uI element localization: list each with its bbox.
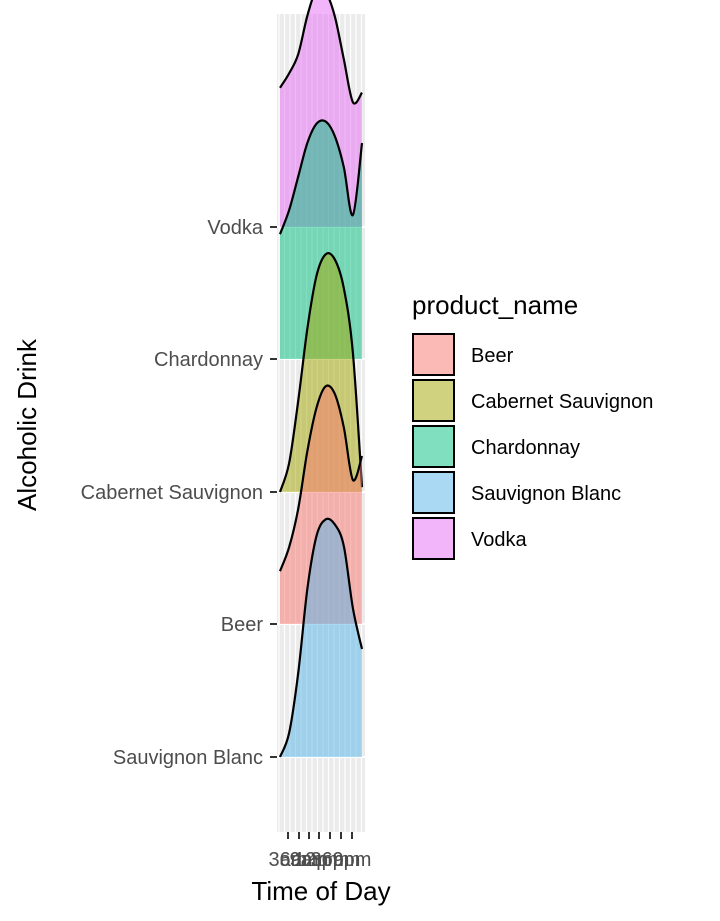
y-tick-label: Chardonnay [154, 349, 263, 371]
y-tick-label: Vodka [207, 217, 263, 239]
ridge-outline [278, 119, 364, 235]
legend-title: product_name [412, 290, 578, 320]
legend: product_name Beer Cabernet Sauvignon Chard… [412, 290, 653, 560]
legend-label: Sauvignon Blanc [471, 483, 621, 505]
ridges [278, 0, 364, 758]
ridge-sauvignon-blanc [278, 517, 364, 758]
ridge-outline [278, 517, 364, 758]
y-axis: Sauvignon Blanc Beer Cabernet Sauvignon Cha… [81, 217, 277, 769]
x-tick-label: 9pm [333, 849, 372, 871]
x-tick-label: 6am [280, 849, 319, 871]
legend-swatch [412, 379, 455, 422]
legend-swatch [412, 517, 455, 560]
y-tick-label: Beer [221, 614, 264, 636]
x-tick-label: 12pm [294, 849, 344, 871]
y-axis-title: Alcoholic Drink [12, 338, 42, 511]
ridge-outline [278, 384, 364, 572]
legend-item: Vodka [412, 517, 527, 560]
legend-item: Chardonnay [412, 425, 580, 468]
legend-label: Vodka [471, 529, 527, 551]
ridge-fill [280, 518, 362, 757]
legend-swatch [412, 425, 455, 468]
legend-label: Cabernet Sauvignon [471, 391, 653, 413]
x-tick-label: 3am [269, 849, 308, 871]
ridge-outline [279, 0, 363, 105]
legend-label: Chardonnay [471, 437, 580, 459]
legend-item: Cabernet Sauvignon [412, 379, 653, 422]
y-tick-label: Cabernet Sauvignon [81, 482, 263, 504]
ridge-outline [278, 252, 364, 493]
x-tick-label: 9am [290, 849, 329, 871]
legend-item: Sauvignon Blanc [412, 471, 621, 514]
legend-swatch [412, 333, 455, 376]
x-tick-label: 6pm [322, 849, 361, 871]
y-tick-label: Sauvignon Blanc [113, 747, 263, 769]
legend-swatch [412, 471, 455, 514]
legend-label: Beer [471, 345, 514, 367]
x-tick-label: 3pm [311, 849, 350, 871]
legend-item: Beer [412, 333, 514, 376]
x-axis-title: Time of Day [251, 876, 390, 906]
